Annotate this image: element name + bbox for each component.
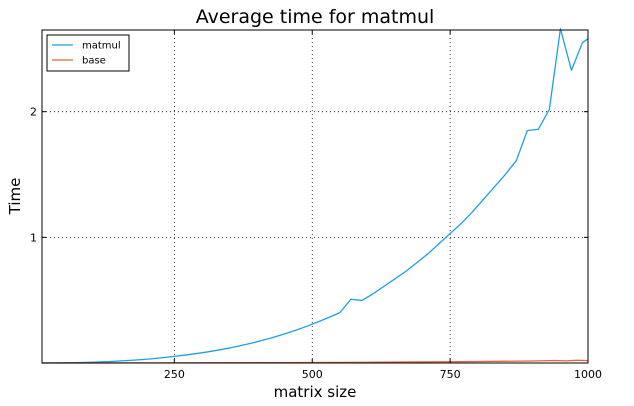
y-tick-label: 2: [30, 106, 37, 119]
plot-frame: [41, 29, 589, 364]
y-tick-label: 1: [30, 231, 37, 244]
series-line-matmul: [41, 28, 589, 364]
x-tick-label: 500: [302, 368, 323, 381]
x-tick-label: 250: [164, 368, 185, 381]
chart-title: Average time for matmul: [196, 6, 435, 28]
legend-label-base: base: [82, 56, 106, 67]
y-axis-label: Time: [6, 178, 24, 216]
legend-box: [46, 34, 130, 72]
x-tick-label: 750: [440, 368, 461, 381]
grid-lines: [42, 30, 588, 363]
legend-label-matmul: matmul: [82, 41, 121, 52]
axis-ticks: 250 500 750 1000 1 2: [30, 30, 602, 381]
x-axis-label: matrix size: [274, 383, 357, 401]
x-tick-label: 1000: [574, 368, 602, 381]
series-layer: [41, 28, 589, 364]
legend: matmul base: [46, 34, 130, 72]
